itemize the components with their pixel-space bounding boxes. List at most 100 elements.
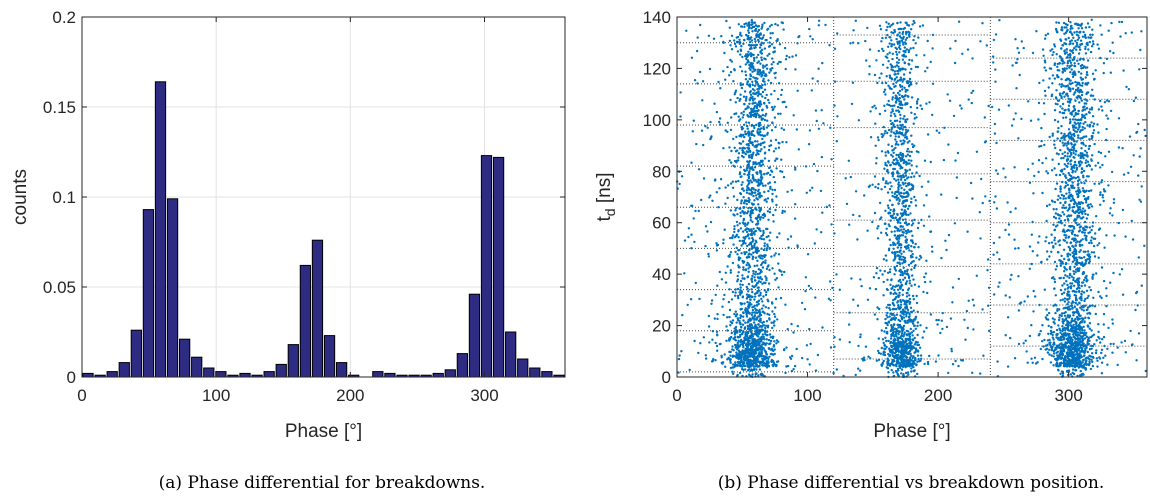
scatter-point xyxy=(725,339,728,342)
scatter-point xyxy=(1101,193,1104,197)
scatter-point xyxy=(1067,104,1071,107)
scatter-point xyxy=(918,360,921,363)
scatter-point xyxy=(1085,199,1088,202)
scatter-point xyxy=(1053,109,1057,112)
scatter-point xyxy=(892,210,895,213)
scatter-point xyxy=(1098,242,1101,245)
scatter-point xyxy=(739,283,742,286)
scatter-point xyxy=(753,199,756,202)
scatter-point xyxy=(759,373,762,376)
scatter-point xyxy=(768,71,771,74)
scatter-point xyxy=(747,29,750,32)
scatter-point xyxy=(734,330,737,333)
scatter-point xyxy=(761,23,764,26)
histogram-bar xyxy=(323,335,336,378)
scatter-point xyxy=(726,265,729,268)
scatter-point xyxy=(747,327,750,331)
scatter-point xyxy=(765,338,768,341)
scatter-point xyxy=(1072,323,1075,326)
scatter-point xyxy=(1080,99,1084,102)
scatter-point xyxy=(760,148,763,151)
scatter-point xyxy=(1084,316,1087,319)
scatter-point xyxy=(907,276,911,280)
scatter-point xyxy=(893,255,897,258)
scatter-point xyxy=(904,133,907,136)
scatter-point xyxy=(1078,226,1082,229)
scatter-point xyxy=(884,222,887,225)
scatter-point xyxy=(745,263,748,267)
scatter-point xyxy=(892,371,895,374)
scatter-point xyxy=(1081,136,1085,139)
scatter-point xyxy=(1102,199,1105,203)
histogram-bar xyxy=(239,372,251,378)
scatter-point xyxy=(886,316,889,319)
scatter-point xyxy=(693,339,696,343)
scatter-point xyxy=(910,245,913,248)
scatter-point xyxy=(1096,43,1099,46)
scatter-point xyxy=(1087,316,1090,319)
scatter-point xyxy=(1074,317,1077,321)
scatter-point xyxy=(754,24,758,27)
scatter-point xyxy=(902,260,906,263)
scatter-point xyxy=(737,355,741,358)
scatter-point xyxy=(1082,358,1085,362)
scatter-point xyxy=(895,364,898,368)
scatter-point xyxy=(891,350,894,353)
scatter-point xyxy=(897,58,901,61)
scatter-point xyxy=(1075,168,1079,171)
scatter-point xyxy=(731,319,735,322)
scatter-point xyxy=(901,128,904,131)
scatter-point xyxy=(764,351,767,354)
scatter-point xyxy=(764,261,767,265)
scatter-point xyxy=(1082,157,1085,160)
scatter-point xyxy=(740,355,743,358)
histogram-bar xyxy=(335,362,348,378)
scatter-point xyxy=(774,208,777,212)
scatter-point xyxy=(882,125,885,129)
scatter-point xyxy=(1060,85,1063,88)
scatter-point xyxy=(743,123,746,127)
scatter-point xyxy=(760,350,763,353)
scatter-point xyxy=(883,185,887,189)
scatter-point xyxy=(743,25,746,29)
scatter-point xyxy=(885,326,888,330)
scatter-point xyxy=(889,243,892,247)
scatter-point xyxy=(760,352,763,355)
scatter-point xyxy=(770,43,774,46)
scatter-point xyxy=(769,185,772,189)
scatter-point xyxy=(765,278,768,282)
scatter-point xyxy=(769,32,772,35)
scatter-point xyxy=(1106,363,1109,366)
scatter-point xyxy=(1068,56,1072,59)
scatter-point xyxy=(753,264,756,268)
scatter-point xyxy=(1073,265,1076,268)
scatter-point xyxy=(755,103,759,106)
scatter-point xyxy=(1072,93,1076,96)
scatter-point xyxy=(905,36,909,40)
scatter-point xyxy=(1092,251,1096,254)
scatter-point xyxy=(906,321,909,324)
scatter-point xyxy=(899,268,902,272)
scatter-point xyxy=(881,63,885,66)
scatter-point xyxy=(771,66,774,70)
scatter-point xyxy=(741,230,745,233)
scatter-point xyxy=(745,342,748,345)
scatter-point xyxy=(1085,159,1088,162)
scatter-point xyxy=(756,172,759,176)
scatter-point xyxy=(892,339,895,342)
scatter-point xyxy=(905,306,909,310)
scatter-point xyxy=(765,38,768,42)
scatter-point xyxy=(916,360,919,363)
scatter-point xyxy=(884,336,887,339)
scatter-point xyxy=(777,112,780,116)
scatter-point xyxy=(755,153,758,157)
scatter-point xyxy=(1009,278,1012,281)
scatter-point xyxy=(911,334,914,337)
scatter-point xyxy=(737,339,740,342)
scatter-point xyxy=(1109,342,1112,346)
scatter-point xyxy=(777,146,781,149)
scatter-point xyxy=(738,364,741,367)
scatter-point xyxy=(768,211,772,214)
scatter-point xyxy=(729,269,732,272)
scatter-point xyxy=(764,65,767,68)
